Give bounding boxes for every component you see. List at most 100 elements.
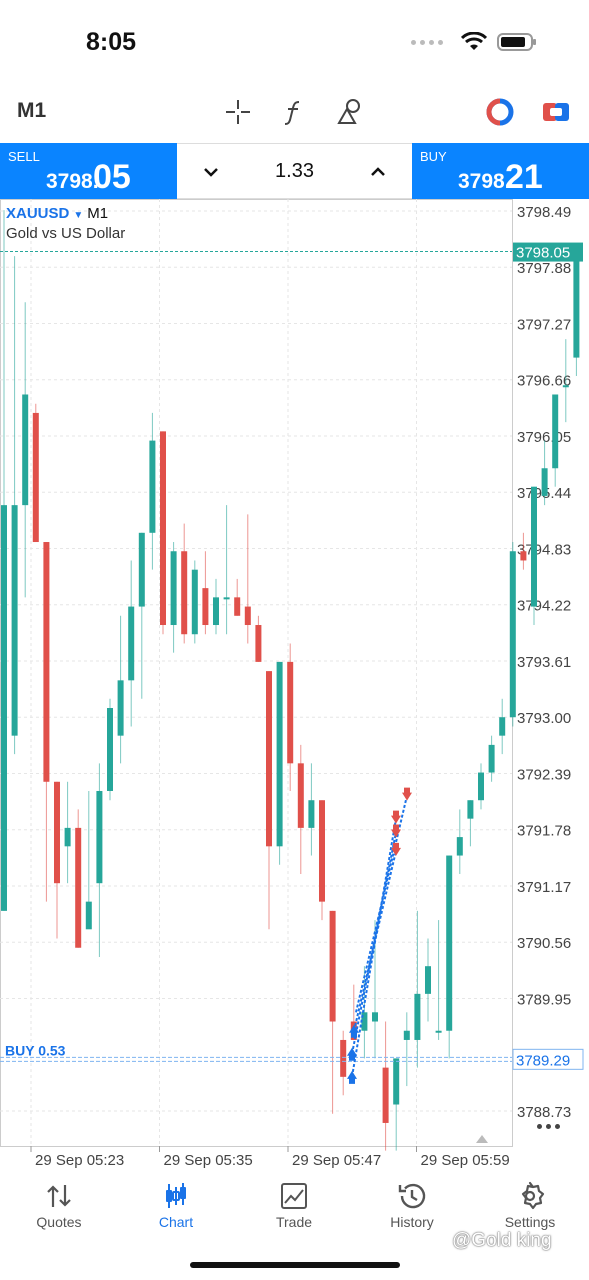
history-icon xyxy=(362,1178,462,1214)
home-indicator xyxy=(190,1262,400,1268)
nav-history[interactable]: History xyxy=(362,1178,462,1230)
buy-button[interactable]: BUY 3798. 21 xyxy=(412,143,589,199)
symbol-name: XAUUSD xyxy=(6,205,70,222)
buy-price-small: 3798. xyxy=(458,170,511,193)
sell-arrow-marker xyxy=(402,787,412,801)
candle-body xyxy=(43,542,50,782)
candle-body xyxy=(425,966,431,994)
y-tick-label: 3798.49 xyxy=(517,204,571,221)
signal-icon xyxy=(411,39,443,45)
lot-value[interactable]: 1.33 xyxy=(275,160,314,182)
candle-body xyxy=(520,551,527,561)
sell-button[interactable]: SELL 3798. 05 xyxy=(0,143,177,199)
nav-quotes-label: Quotes xyxy=(36,1214,82,1230)
sell-price-small: 3798. xyxy=(46,170,99,193)
candle-body xyxy=(128,606,135,681)
nav-quotes[interactable]: Quotes xyxy=(9,1178,109,1230)
price-chart[interactable]: 3798.493797.883797.273796.663796.053795.… xyxy=(0,199,589,1170)
candle-body xyxy=(107,708,113,791)
x-tick-label: 29 Sep 05:23 xyxy=(35,1152,124,1169)
candle-body xyxy=(22,394,29,506)
candle-body xyxy=(467,800,474,819)
y-tick-label: 3791.17 xyxy=(517,879,571,896)
y-tick-label: 3791.78 xyxy=(517,823,571,840)
candle-body xyxy=(149,440,156,533)
nav-settings[interactable]: Settings xyxy=(480,1178,580,1230)
candle-body xyxy=(340,1039,347,1077)
candle-body xyxy=(488,744,495,773)
y-tick-label: 3797.27 xyxy=(517,316,571,333)
settings-icon xyxy=(480,1178,580,1214)
y-tick-label: 3788.73 xyxy=(517,1104,571,1121)
candle-body xyxy=(276,661,283,847)
candle-body xyxy=(32,412,39,543)
quick-trade-icon[interactable] xyxy=(540,96,572,128)
nav-history-label: History xyxy=(390,1214,434,1230)
candle-body xyxy=(372,1012,378,1022)
candle-body xyxy=(403,1030,410,1040)
function-icon[interactable] xyxy=(278,96,310,128)
candle-body xyxy=(202,588,209,626)
candle-body xyxy=(287,661,294,764)
battery-icon xyxy=(497,33,536,51)
position-label: BUY 0.53 xyxy=(5,1042,66,1058)
buy-arrow-marker xyxy=(347,1070,357,1084)
candle-body xyxy=(552,394,559,469)
crosshair-icon[interactable] xyxy=(222,96,254,128)
candle-body xyxy=(414,993,421,1040)
current-price-label: 3798.05 xyxy=(516,245,570,262)
candle-body xyxy=(85,901,92,930)
one-click-trading-icon[interactable] xyxy=(484,96,516,128)
candle-body xyxy=(329,910,336,1022)
candle-body xyxy=(244,606,251,626)
candle-body xyxy=(541,468,548,496)
candle-body xyxy=(11,505,18,736)
candle-body xyxy=(170,551,177,626)
status-time: 8:05 xyxy=(86,28,137,56)
candle-body xyxy=(96,790,103,884)
candle-body xyxy=(191,569,198,635)
objects-icon[interactable] xyxy=(334,96,366,128)
x-tick-label: 29 Sep 05:35 xyxy=(164,1152,253,1169)
y-tick-label: 3789.95 xyxy=(517,991,571,1008)
candle-body xyxy=(1,505,7,911)
candle-body xyxy=(308,800,315,828)
candle-body xyxy=(234,597,241,616)
nav-trade-label: Trade xyxy=(275,1214,313,1230)
candle-body xyxy=(509,551,516,718)
nav-settings-label: Settings xyxy=(504,1214,556,1230)
candle-body xyxy=(382,1067,389,1123)
y-tick-label: 3796.66 xyxy=(517,373,571,390)
sell-price-big: 05 xyxy=(93,158,131,196)
wifi-icon xyxy=(461,32,487,50)
sell-arrow-marker xyxy=(391,810,401,824)
trade-connector xyxy=(355,795,408,1013)
candle-body xyxy=(54,781,60,884)
symbol-selector[interactable]: XAUUSD ▼ M1 xyxy=(6,205,108,222)
lot-selector: 1.33 xyxy=(177,143,412,199)
nav-trade[interactable]: Trade xyxy=(244,1178,344,1230)
more-options-icon[interactable] xyxy=(537,1116,565,1136)
timeframe-button[interactable]: M1 xyxy=(17,99,47,122)
position-price-label: 3789.29 xyxy=(516,1052,570,1069)
candle-body xyxy=(138,532,145,607)
y-tick-label: 3794.22 xyxy=(517,598,571,615)
y-tick-label: 3792.39 xyxy=(517,766,571,783)
candle-body xyxy=(75,827,82,948)
chevron-down-icon[interactable] xyxy=(201,162,221,182)
chevron-up-icon[interactable] xyxy=(368,162,388,182)
chart-shift-marker xyxy=(476,1135,488,1143)
candle-body xyxy=(393,1058,400,1105)
trade-icon xyxy=(244,1178,344,1214)
nav-chart[interactable]: Chart xyxy=(126,1178,226,1230)
bottom-navigation: Quotes Chart Trade History Settings xyxy=(0,1170,589,1240)
trade-connector xyxy=(353,850,397,1031)
sell-arrow-marker xyxy=(391,842,401,856)
buy-price-big: 21 xyxy=(505,158,543,196)
y-tick-label: 3794.83 xyxy=(517,541,571,558)
candle-body xyxy=(64,827,71,847)
buy-arrow-marker xyxy=(349,1024,359,1038)
nav-chart-label: Chart xyxy=(158,1214,194,1230)
y-tick-label: 3793.61 xyxy=(517,654,571,671)
sell-arrow-marker xyxy=(391,824,401,838)
